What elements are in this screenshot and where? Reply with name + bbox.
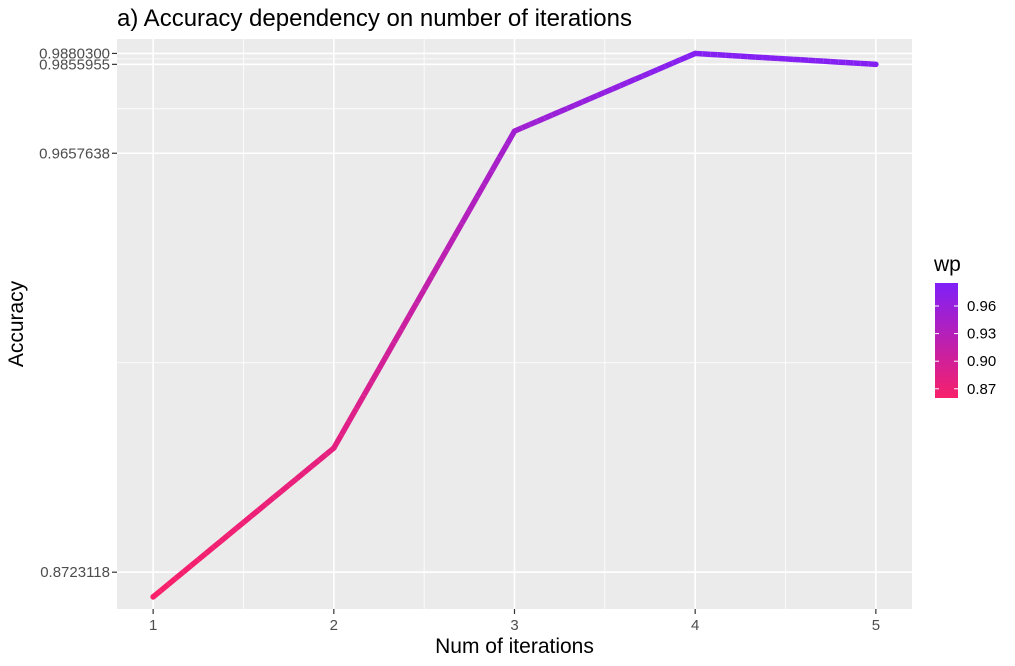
data-point — [873, 61, 879, 68]
data-point — [150, 594, 156, 600]
legend-tick-label: 0.93 — [967, 326, 996, 343]
line-segment — [211, 538, 223, 550]
line-segment — [384, 341, 397, 357]
line-segment — [226, 526, 238, 538]
line-segment — [626, 76, 637, 86]
line-segment — [264, 495, 276, 506]
line-segment — [656, 63, 667, 73]
legend-tick-label: 0.96 — [967, 298, 996, 315]
x-tick-label: 2 — [330, 617, 338, 634]
x-tick-label: 1 — [149, 617, 157, 634]
line-segment — [444, 235, 457, 252]
line-segment — [481, 169, 495, 186]
line-segment — [679, 54, 689, 63]
line-segment — [566, 102, 576, 111]
line-segment — [376, 354, 389, 371]
line-segment — [459, 208, 472, 225]
line-segment — [346, 407, 359, 424]
data-point — [331, 445, 337, 451]
line-segment — [286, 476, 298, 488]
line-segment — [166, 576, 178, 587]
line-segment — [663, 60, 674, 69]
line-segment — [181, 563, 193, 575]
chart-title: a) Accuracy dependency on number of iter… — [117, 5, 632, 32]
x-tick-label: 5 — [872, 617, 880, 634]
legend-tick-label: 0.90 — [967, 353, 996, 370]
legend-title: wp — [933, 253, 961, 276]
y-tick-label: 0.8723118 — [40, 564, 110, 581]
line-segment — [671, 57, 682, 66]
data-point — [511, 128, 518, 134]
line-segment — [234, 520, 246, 531]
major-gridlines — [117, 39, 912, 609]
line-segment — [588, 92, 599, 102]
line-segment — [294, 470, 306, 482]
line-segment — [249, 507, 261, 519]
y-tick-label: 0.9880300 — [39, 45, 110, 62]
line-segment — [399, 314, 412, 331]
line-segment — [633, 73, 644, 82]
line-segment — [611, 83, 621, 92]
line-segment — [603, 86, 614, 95]
line-segment — [406, 301, 420, 318]
line-segment — [451, 222, 465, 239]
line-segment — [596, 89, 606, 99]
line-segment — [489, 156, 502, 173]
line-segment — [219, 532, 231, 544]
line-segment — [573, 99, 584, 108]
line-segment — [429, 261, 442, 278]
line-segment — [497, 142, 510, 159]
line-segment — [558, 105, 569, 115]
line-segment — [158, 582, 170, 593]
legend: wp 0.87 0.90 0.93 0.96 — [933, 253, 996, 398]
line-segment — [648, 67, 659, 76]
legend-colorbar — [935, 283, 958, 398]
line-segment — [618, 80, 629, 89]
line-segment — [641, 70, 652, 79]
line-segment — [196, 551, 208, 562]
line-segment — [421, 275, 435, 291]
line-segment — [543, 112, 554, 121]
y-tick-label: 0.9657638 — [39, 145, 110, 162]
line-segment — [241, 514, 253, 525]
line-segment — [338, 420, 352, 437]
line-segment — [581, 96, 591, 105]
legend-ticks: 0.87 0.90 0.93 0.96 — [935, 298, 996, 398]
line-segment — [301, 464, 313, 475]
y-tick-label: 0.9855955 — [39, 56, 110, 73]
x-tick-label: 3 — [510, 617, 518, 634]
line-segment — [528, 118, 539, 128]
line-segment — [535, 115, 546, 124]
line-segment — [414, 288, 427, 305]
line-segment — [173, 569, 185, 581]
line-segment — [256, 501, 268, 513]
x-axis-title: Num of iterations — [435, 635, 594, 658]
line-segment — [369, 367, 382, 384]
line-segment — [279, 483, 291, 494]
data-point — [692, 50, 698, 57]
line-segment — [271, 489, 283, 500]
accuracy-line-series — [150, 50, 879, 600]
line-segment — [309, 458, 321, 469]
line-segment — [354, 393, 367, 410]
line-segment — [189, 557, 201, 569]
y-axis-title: Accuracy — [5, 280, 28, 367]
line-segment — [520, 122, 531, 131]
line-segment — [204, 545, 216, 556]
x-tick-label: 4 — [691, 617, 699, 634]
line-segment — [391, 327, 404, 344]
x-axis: 1 2 3 4 5 — [149, 609, 880, 634]
legend-tick-label: 0.87 — [967, 381, 996, 398]
line-segment — [474, 182, 487, 199]
line-segment — [361, 380, 374, 397]
line-segment — [436, 248, 450, 265]
line-segment — [466, 195, 480, 212]
line-segment — [317, 452, 329, 463]
line-segment — [551, 109, 561, 118]
